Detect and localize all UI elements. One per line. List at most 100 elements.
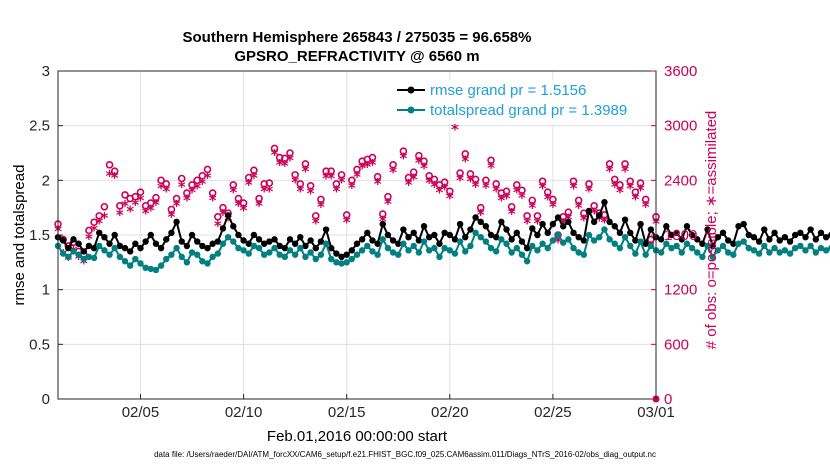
totalspread-point <box>590 237 598 244</box>
totalspread-point <box>121 258 129 265</box>
totalspread-point <box>508 249 515 256</box>
rmse-point <box>348 247 356 254</box>
obs-assimilated-marker: * <box>472 178 480 196</box>
obs-assimilated-marker: * <box>492 182 500 200</box>
x-tick-label: 02/10 <box>225 404 263 421</box>
obs-possible-marker <box>332 180 341 188</box>
totalspread-point <box>647 242 655 250</box>
totalspread-point <box>142 264 149 271</box>
x-tick-label: 02/20 <box>431 404 469 421</box>
obs-assimilated-marker: * <box>518 189 526 207</box>
rmse-point <box>632 237 639 244</box>
rmse-point <box>85 242 93 250</box>
obs-possible-marker <box>384 192 392 201</box>
totalspread-point <box>487 244 495 252</box>
obs-possible-marker <box>167 205 176 214</box>
rmse-point <box>343 251 350 258</box>
obs-possible-marker <box>523 212 531 220</box>
totalspread-point <box>369 248 376 255</box>
rmse-point <box>106 240 113 247</box>
totalspread-point <box>498 236 505 243</box>
obs-assimilated-marker: * <box>590 204 598 222</box>
rmse-point <box>750 233 758 241</box>
totalspread-point <box>230 238 237 245</box>
y-axis-right-label: # of obs: o=possible; ∗=assimilated <box>703 111 720 350</box>
obs-possible-marker <box>229 181 238 189</box>
obs-assimilated-marker: * <box>178 178 186 196</box>
rmse-point <box>328 244 335 252</box>
totalspread-point <box>245 250 252 257</box>
rmse-point <box>425 233 433 241</box>
obs-possible-marker <box>177 174 186 183</box>
rmse-point <box>178 238 185 245</box>
obs-assimilated-marker: * <box>162 182 170 200</box>
totalspread-point <box>807 242 814 250</box>
obs-possible-marker <box>281 154 289 163</box>
obs-assimilated-marker: * <box>85 230 93 248</box>
obs-possible-marker <box>585 180 593 188</box>
obs-possible-marker <box>574 196 583 205</box>
totalspread-point <box>627 242 634 250</box>
legend-spread-marker <box>407 106 415 114</box>
rmse-point <box>647 226 655 233</box>
obs-possible-marker <box>631 188 640 196</box>
rmse-point <box>230 223 237 230</box>
rmse-point <box>209 240 216 247</box>
obs-possible-marker <box>121 191 129 199</box>
obs-assimilated-marker: * <box>296 182 304 200</box>
totalspread-point <box>353 251 361 258</box>
totalspread-point <box>405 247 412 254</box>
rmse-point <box>735 223 742 230</box>
totalspread-point <box>709 253 716 261</box>
totalspread-point <box>786 250 794 257</box>
obs-assimilated-marker: * <box>75 250 83 268</box>
obs-assimilated-marker: * <box>508 205 516 223</box>
totalspread-point <box>343 259 350 266</box>
y-right-tick-label: 3000 <box>664 118 697 135</box>
totalspread-point <box>456 238 464 245</box>
obs-possible-marker <box>399 147 408 155</box>
rmse-point <box>281 244 289 252</box>
obs-assimilated-marker: * <box>214 217 222 235</box>
rmse-point <box>580 237 588 244</box>
totalspread-point <box>276 251 283 258</box>
obs-possible-marker <box>368 153 377 162</box>
obs-possible-marker <box>610 175 619 184</box>
totalspread-point <box>797 242 804 250</box>
rmse-point <box>302 242 309 250</box>
totalspread-point <box>513 244 521 252</box>
obs-assimilated-marker: * <box>183 192 191 210</box>
obs-possible-marker <box>85 226 93 235</box>
obs-assimilated-marker: * <box>219 206 227 224</box>
obs-possible-marker <box>507 202 516 211</box>
totalspread-point <box>214 250 222 257</box>
obs-possible-marker <box>641 195 650 204</box>
obs-assimilated-marker: * <box>389 163 397 181</box>
totalspread-point <box>132 255 139 263</box>
rmse-point <box>704 226 711 233</box>
rmse-point <box>271 236 278 243</box>
rmse-point <box>529 225 536 232</box>
totalspread-point <box>482 238 490 245</box>
rmse-point <box>673 229 680 237</box>
ticks: 02/05 02/10 02/15 02/20 02/25 03/0100.511.522… <box>29 63 697 421</box>
totalspread-point <box>755 250 763 257</box>
obs-possible-marker <box>564 208 573 217</box>
obs-possible-marker <box>322 167 330 176</box>
totalspread-point <box>281 253 289 261</box>
totalspread-point <box>65 253 72 261</box>
rmse-point <box>616 229 624 237</box>
totalspread-point <box>766 249 773 256</box>
totalspread-point <box>812 249 820 256</box>
totalspread-point <box>152 266 160 274</box>
obs-assimilated-marker: * <box>147 202 155 220</box>
totalspread-point <box>358 247 366 254</box>
totalspread-point <box>333 259 340 266</box>
obs-assimilated-marker: * <box>152 196 160 214</box>
totalspread-point <box>193 251 201 258</box>
rmse-point <box>776 237 783 244</box>
rmse-point <box>724 237 732 244</box>
totalspread-point <box>771 244 778 252</box>
totalspread-point <box>255 244 263 252</box>
